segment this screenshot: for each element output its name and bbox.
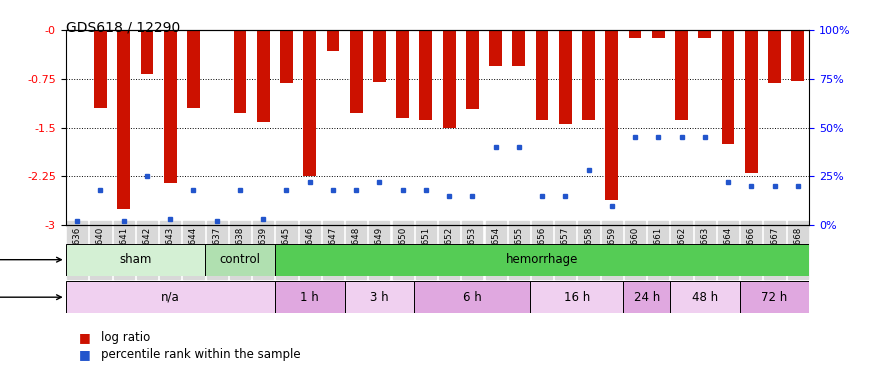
Text: protocol: protocol — [0, 253, 61, 266]
Text: hemorrhage: hemorrhage — [506, 253, 578, 266]
Bar — [275, 281, 345, 313]
Bar — [275, 244, 809, 276]
Text: time: time — [0, 291, 61, 304]
Bar — [396, 30, 409, 118]
Text: sham: sham — [119, 253, 151, 266]
Bar — [141, 30, 153, 74]
Bar — [205, 244, 275, 276]
Text: 6 h: 6 h — [463, 291, 482, 304]
Text: 24 h: 24 h — [634, 291, 660, 304]
Bar — [582, 30, 595, 120]
Bar — [117, 30, 130, 209]
Bar — [768, 30, 780, 83]
Text: 48 h: 48 h — [692, 291, 717, 304]
Bar — [373, 30, 386, 82]
Bar — [536, 30, 549, 120]
Bar — [513, 30, 525, 66]
Bar — [94, 30, 107, 108]
Bar — [722, 30, 734, 144]
Bar — [414, 281, 530, 313]
Bar — [628, 30, 641, 38]
Bar — [326, 30, 340, 51]
Bar — [280, 30, 293, 83]
Bar — [443, 30, 456, 128]
Bar — [745, 30, 758, 173]
Text: percentile rank within the sample: percentile rank within the sample — [101, 348, 300, 361]
Bar — [419, 30, 432, 120]
Text: log ratio: log ratio — [101, 331, 150, 344]
Bar — [304, 30, 316, 176]
Bar — [345, 281, 414, 313]
Text: control: control — [220, 253, 261, 266]
Bar — [350, 30, 362, 113]
Bar — [530, 281, 623, 313]
Bar — [739, 281, 809, 313]
Bar — [791, 30, 804, 81]
Bar — [652, 30, 665, 38]
Bar — [66, 281, 275, 313]
Bar — [698, 30, 711, 38]
Text: ■: ■ — [79, 331, 90, 344]
Bar — [66, 244, 205, 276]
Bar — [670, 281, 739, 313]
Text: 1 h: 1 h — [300, 291, 319, 304]
Bar — [676, 30, 688, 120]
Bar — [164, 30, 177, 183]
Bar — [489, 30, 502, 66]
Bar — [559, 30, 571, 124]
Text: 3 h: 3 h — [370, 291, 388, 304]
Bar — [234, 30, 247, 113]
Text: 72 h: 72 h — [761, 291, 788, 304]
Text: 16 h: 16 h — [564, 291, 590, 304]
Text: GDS618 / 12290: GDS618 / 12290 — [66, 21, 180, 34]
Bar — [256, 30, 270, 122]
Text: n/a: n/a — [161, 291, 179, 304]
Bar — [187, 30, 200, 108]
Bar — [466, 30, 479, 109]
Text: ■: ■ — [79, 348, 90, 361]
Bar — [623, 281, 670, 313]
Bar — [606, 30, 619, 200]
